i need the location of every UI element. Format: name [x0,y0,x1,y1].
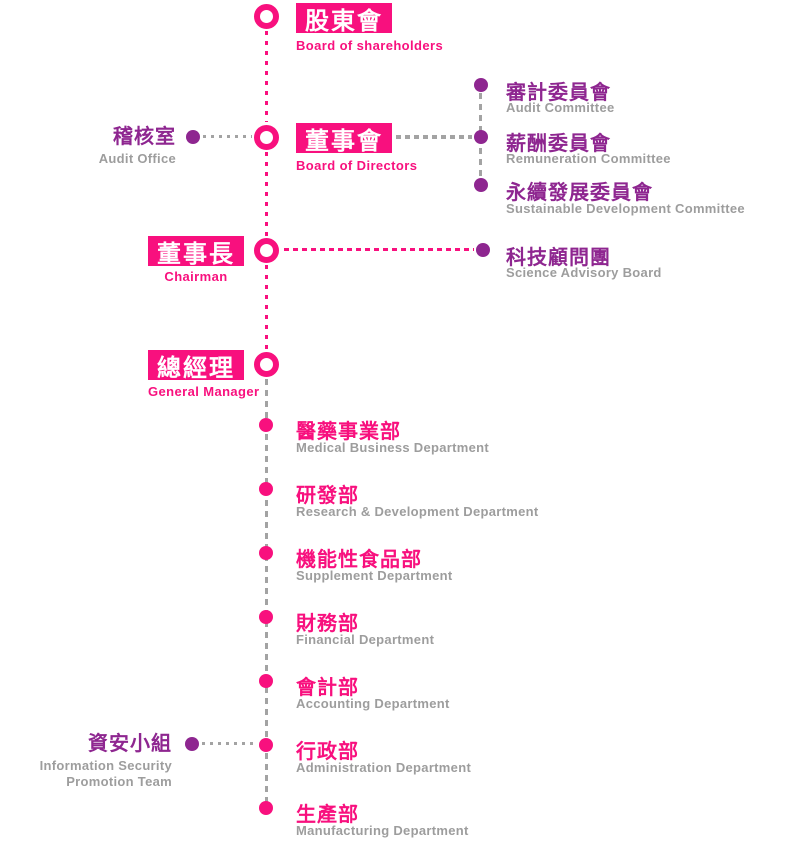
department-medical-en-label: Medical Business Department [296,440,490,455]
audit-office-en-label: Audit Office [98,151,176,166]
department-administration-en-label: Administration Department [296,760,472,775]
node-shareholders [254,4,279,29]
committee-audit-zh-label: 審計委員會 [506,82,611,104]
science-advisory-en-label: Science Advisory Board [506,265,662,280]
connector-general-manager-departments [265,379,268,805]
committee-remuneration-en-label: Remuneration Committee [506,151,671,166]
department-supplement-en-label: Supplement Department [296,568,453,583]
chairman-en-label: Chairman [164,269,228,284]
connector-shareholders-directors [265,31,268,122]
dot-department-manufacturing [259,801,273,815]
dot-committee-sustainable [474,178,488,192]
shareholders-en-label: Board of shareholders [296,38,444,53]
department-manufacturing-en-label: Manufacturing Department [296,823,469,838]
box-shareholders: 股東會 [296,3,392,35]
department-financial-zh-label: 財務部 [296,613,359,635]
department-administration-zh-label: 行政部 [296,741,359,763]
connector-security-team [202,742,257,745]
connector-directors-chairman [265,152,268,236]
department-medical-zh-label: 醫藥事業部 [296,421,401,443]
box-directors: 董事會 [296,123,392,155]
department-accounting-zh-label: 會計部 [296,677,359,699]
dot-department-administration [259,738,273,752]
connector-chairman-advisory [284,248,474,251]
directors-en-label: Board of Directors [296,158,418,173]
committee-audit-en-label: Audit Committee [506,100,615,115]
department-rnd-zh-label: 研發部 [296,485,359,507]
department-supplement-zh-label: 機能性食品部 [296,549,422,571]
dot-department-financial [259,610,273,624]
department-manufacturing-zh-label: 生產部 [296,804,359,826]
dot-committee-audit [474,78,488,92]
committee-remuneration-zh-label: 薪酬委員會 [506,133,611,155]
general-manager-en-label: General Manager [148,384,260,399]
connector-directors-committees [396,135,472,139]
dot-security-team [185,737,199,751]
audit-office-zh-label: 稽核室 [113,126,176,148]
node-chairman [254,238,279,263]
shareholders-zh-label: 股東會 [305,7,383,35]
department-financial-en-label: Financial Department [296,632,435,647]
box-chairman: 董事長 [148,236,244,268]
dot-science-advisory [476,243,490,257]
security-team: 資安小組 Information Security Promotion Team [40,733,172,790]
security-team-zh-label: 資安小組 [88,733,172,755]
dot-committee-remuneration [474,130,488,144]
box-general-manager: 總經理 [148,350,244,382]
committee-sustainable-zh-label: 永續發展委員會 [506,182,653,204]
dot-department-supplement [259,546,273,560]
department-accounting-en-label: Accounting Department [296,696,450,711]
dot-department-rnd [259,482,273,496]
committee-sustainable-en-label: Sustainable Development Committee [506,201,745,216]
chairman-zh-label: 董事長 [157,240,235,268]
security-team-en-line2: Promotion Team [66,774,172,789]
audit-office: 稽核室 Audit Office [99,126,176,167]
connector-chairman-general-manager [265,265,268,350]
node-directors [254,125,279,150]
connector-audit-office [203,135,252,138]
dot-department-accounting [259,674,273,688]
directors-zh-label: 董事會 [305,127,383,155]
science-advisory-zh-label: 科技顧問團 [506,247,611,269]
dot-department-medical [259,418,273,432]
department-rnd-en-label: Research & Development Department [296,504,539,519]
security-team-en-line1: Information Security [39,758,172,773]
general-manager-zh-label: 總經理 [157,354,235,382]
node-general-manager [254,352,279,377]
dot-audit-office [186,130,200,144]
